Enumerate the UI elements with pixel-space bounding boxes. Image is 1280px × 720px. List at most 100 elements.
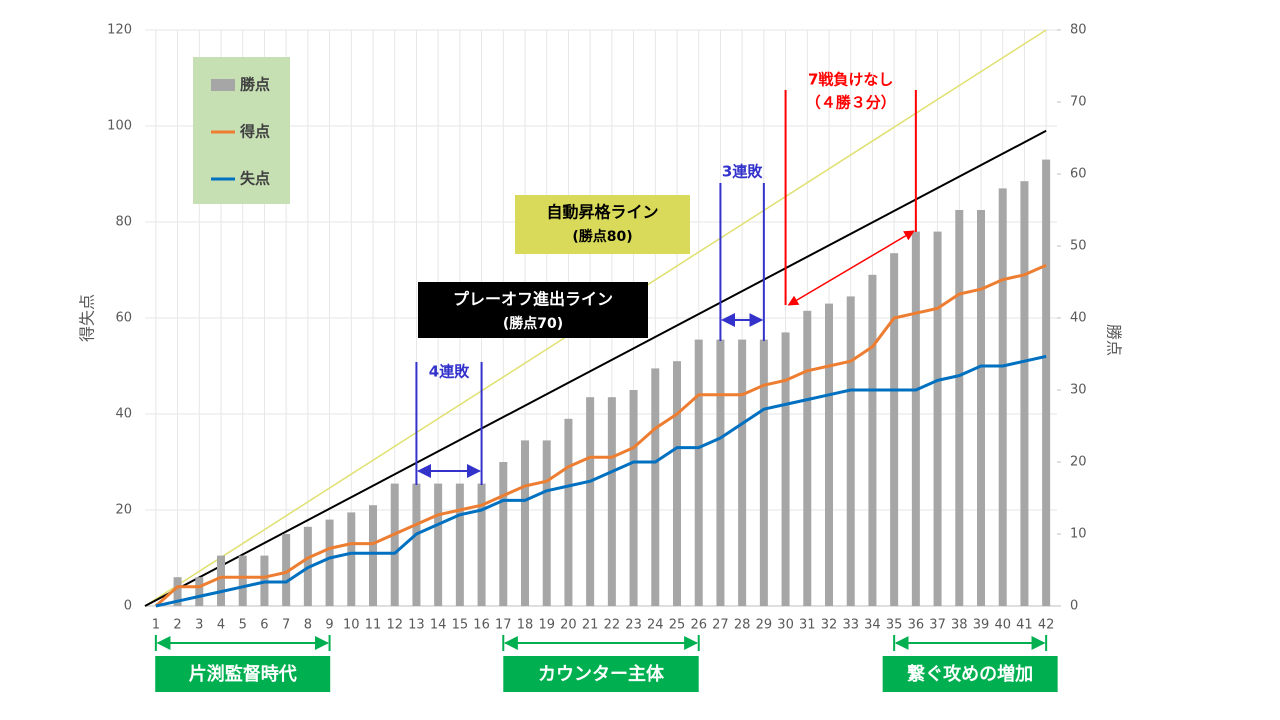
bar bbox=[390, 483, 399, 606]
bar bbox=[868, 274, 877, 606]
reference-sublabel: (勝点80) bbox=[572, 228, 632, 245]
line bbox=[155, 354, 1047, 608]
phase-box bbox=[155, 656, 331, 692]
reference-line bbox=[144, 129, 1047, 607]
bar bbox=[998, 188, 1007, 606]
annotation-sublabel: （４勝３分） bbox=[806, 94, 896, 112]
bar bbox=[673, 361, 681, 606]
bar bbox=[825, 303, 833, 606]
bar bbox=[521, 440, 529, 606]
x-tick-label: 42 bbox=[1038, 618, 1055, 633]
x-tick-label: 27 bbox=[712, 618, 729, 633]
bar bbox=[412, 483, 421, 606]
x-tick-label: 8 bbox=[304, 618, 312, 633]
bar bbox=[1020, 181, 1029, 606]
reference-label: 自動昇格ライン bbox=[546, 203, 658, 222]
bar bbox=[347, 512, 356, 606]
bar bbox=[651, 368, 660, 606]
x-tick-label: 39 bbox=[973, 618, 990, 633]
y-axis-label: 得失点 bbox=[78, 294, 97, 342]
x-tick-label: 7 bbox=[282, 618, 290, 633]
y-tick-label: 100 bbox=[107, 119, 132, 134]
x-tick-label: 21 bbox=[582, 618, 599, 633]
x-tick-label: 25 bbox=[669, 618, 686, 633]
x-tick-label: 36 bbox=[908, 618, 925, 633]
x-tick-label: 16 bbox=[473, 618, 490, 633]
x-tick-label: 10 bbox=[343, 618, 360, 633]
bar bbox=[369, 505, 377, 606]
y-tick-label: 120 bbox=[107, 23, 132, 38]
bar bbox=[217, 555, 225, 606]
x-tick-label: 38 bbox=[951, 618, 968, 633]
legend-label: 勝点 bbox=[240, 76, 270, 94]
y2-tick-label: 0 bbox=[1070, 599, 1078, 614]
y2-tick-label: 50 bbox=[1070, 239, 1087, 254]
x-tick-label: 5 bbox=[239, 618, 247, 633]
x-tick-label: 18 bbox=[517, 618, 534, 633]
bar bbox=[759, 339, 768, 606]
bar bbox=[716, 339, 725, 606]
x-tick-label: 30 bbox=[777, 618, 794, 633]
reference-label-box bbox=[515, 195, 690, 254]
y2-tick-label: 40 bbox=[1070, 311, 1087, 326]
bar bbox=[803, 310, 812, 606]
phase-label: 片渕監督時代 bbox=[189, 663, 297, 685]
legend-box bbox=[193, 57, 290, 204]
x-tick-label: 4 bbox=[217, 618, 225, 633]
x-tick-label: 9 bbox=[325, 618, 333, 633]
bar bbox=[629, 390, 638, 606]
x-tick-label: 17 bbox=[495, 618, 512, 633]
x-tick-label: 33 bbox=[842, 618, 859, 633]
y2-tick-label: 20 bbox=[1070, 455, 1087, 470]
x-tick-label: 34 bbox=[864, 618, 881, 633]
x-tick-label: 29 bbox=[756, 618, 773, 633]
x-tick-label: 40 bbox=[994, 618, 1011, 633]
bar bbox=[173, 577, 182, 606]
bar bbox=[542, 440, 551, 606]
y2-tick-label: 60 bbox=[1070, 167, 1087, 182]
bar bbox=[890, 253, 899, 606]
reference-sublabel: (勝点70) bbox=[503, 315, 563, 332]
bar bbox=[325, 519, 334, 606]
annotation-arrow bbox=[787, 230, 915, 306]
x-tick-label: 26 bbox=[690, 618, 707, 633]
bar bbox=[586, 397, 595, 606]
x-tick-label: 20 bbox=[560, 618, 577, 633]
bar bbox=[434, 483, 443, 606]
y2-tick-label: 70 bbox=[1070, 95, 1087, 110]
reference-label-box bbox=[418, 282, 648, 338]
x-tick-label: 35 bbox=[886, 618, 903, 633]
x-tick-label: 3 bbox=[195, 618, 203, 633]
x-tick-label: 11 bbox=[365, 618, 382, 633]
x-tick-label: 6 bbox=[260, 618, 268, 633]
bar bbox=[911, 231, 920, 606]
bar bbox=[977, 210, 985, 606]
y-tick-label: 80 bbox=[115, 215, 132, 230]
line bbox=[154, 263, 1047, 608]
bar bbox=[1042, 159, 1051, 606]
legend-swatch bbox=[211, 79, 235, 91]
x-tick-label: 2 bbox=[173, 618, 181, 633]
bar bbox=[846, 296, 855, 606]
bar bbox=[694, 339, 703, 606]
annotation-label: 4連敗 bbox=[429, 363, 470, 381]
reference-label: プレーオフ進出ライン bbox=[453, 290, 613, 309]
legend-label: 得点 bbox=[239, 123, 270, 141]
annotation-label: 3連敗 bbox=[722, 163, 763, 181]
phase-box bbox=[503, 656, 699, 692]
x-tick-label: 24 bbox=[647, 618, 664, 633]
y2-axis-label: 勝点 bbox=[1105, 324, 1124, 356]
x-tick-label: 31 bbox=[799, 618, 816, 633]
y-tick-label: 60 bbox=[115, 311, 132, 326]
x-tick-label: 28 bbox=[734, 618, 751, 633]
bar bbox=[955, 210, 964, 606]
x-tick-label: 41 bbox=[1016, 618, 1033, 633]
x-tick-label: 14 bbox=[430, 618, 447, 633]
bar bbox=[238, 555, 247, 606]
x-tick-label: 22 bbox=[604, 618, 621, 633]
x-tick-label: 13 bbox=[408, 618, 425, 633]
x-tick-label: 12 bbox=[386, 618, 403, 633]
marks bbox=[144, 29, 1051, 608]
